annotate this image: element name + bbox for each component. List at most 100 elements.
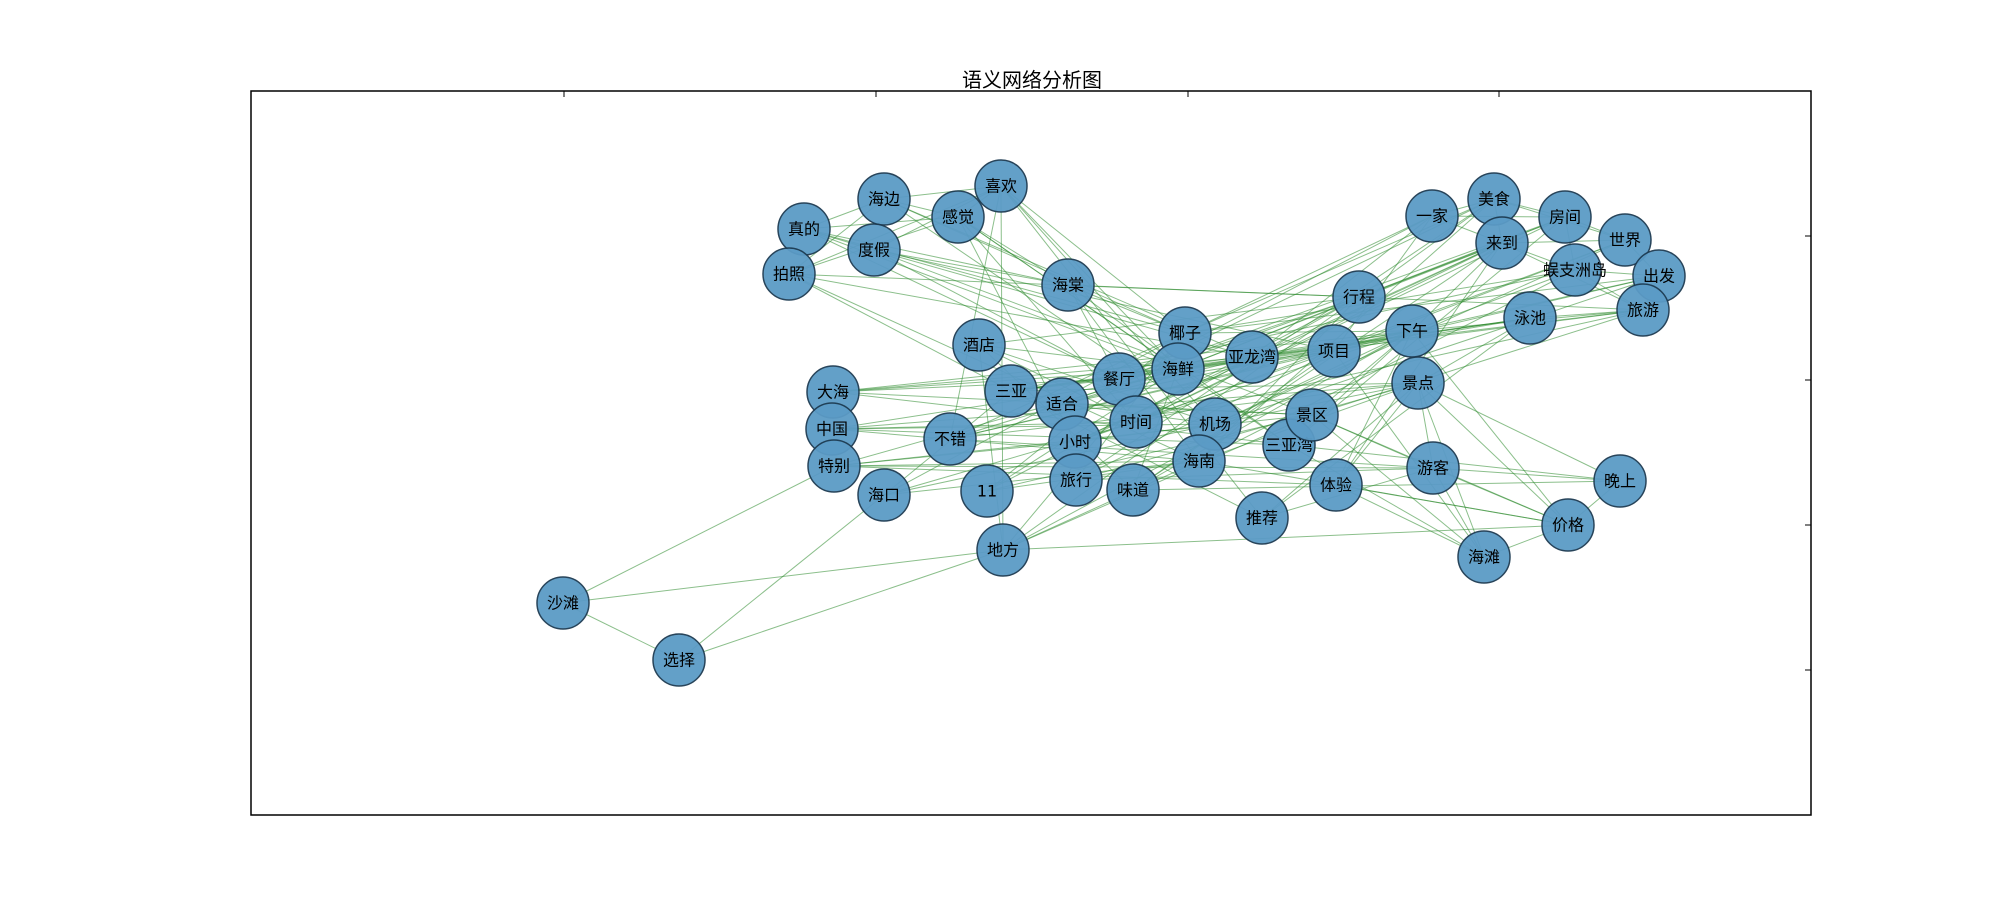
node-circle [1151,342,1205,396]
node-label: 度假 [858,241,890,260]
node-circle [974,159,1028,213]
node-label: 价格 [1552,516,1584,535]
edge-xingcheng-fangjian [1358,216,1566,298]
node-wuzhizhoudao: 蜈支洲岛 [1543,243,1607,297]
node-label: 海边 [868,190,900,209]
node-label: 地方 [987,541,1019,560]
node-label: 海棠 [1052,276,1084,295]
node-circle [1391,356,1445,410]
node-circle [536,576,590,630]
node-label: 推荐 [1246,509,1278,528]
node-label: 海鲜 [1162,360,1194,379]
node-xiawu: 下午 [1385,304,1439,358]
edge-n11-jingqu [986,414,1313,492]
node-label: 世界 [1609,231,1641,250]
node-circle [984,364,1038,418]
node-label: 美食 [1478,190,1510,209]
node-hainan: 海南 [1172,434,1226,488]
node-haikou: 海口 [857,468,911,522]
node-canting: 餐厅 [1092,352,1146,406]
edge-shatan-tebie [562,465,835,604]
edge-xuanze-difang [678,549,1004,661]
node-label: 椰子 [1169,324,1201,343]
node-label: 中国 [816,420,848,439]
node-label: 海口 [868,486,900,505]
node-label: 三亚 [995,382,1027,401]
node-yalongwan: 亚龙湾 [1225,330,1279,384]
node-xiaoshi: 小时 [1048,415,1102,469]
node-circle [1225,330,1279,384]
node-laidao: 来到 [1475,216,1529,270]
node-label: 游客 [1417,459,1449,478]
edge-xiawu-wuzhizhoudao [1411,269,1576,332]
node-paizhao: 拍照 [762,247,816,301]
node-label: 出发 [1643,267,1675,286]
node-zhende: 真的 [777,202,831,256]
node-circle [1235,491,1289,545]
node-circle [1503,291,1557,345]
node-haibian: 海边 [857,172,911,226]
node-circle [1109,395,1163,449]
node-circle [1538,190,1592,244]
node-dujia: 度假 [847,223,901,277]
node-circle [931,190,985,244]
node-circle [960,464,1014,518]
node-yijia: 一家 [1405,189,1459,243]
node-xihuan: 喜欢 [974,159,1028,213]
node-label: 机场 [1199,415,1231,434]
edge-difang-xingcheng [1002,296,1360,551]
node-circle [652,633,706,687]
node-circle [847,223,901,277]
node-shatan: 沙滩 [536,576,590,630]
edge-haixian-xiawu [1177,330,1413,370]
node-haitan: 海滩 [1457,530,1511,584]
node-jiage: 价格 [1541,498,1595,552]
node-label: 选择 [663,651,695,670]
node-difang: 地方 [976,523,1030,577]
edge-tebie-hainan [833,460,1200,467]
edge-xuanze-haikou [678,494,885,661]
node-label: 来到 [1486,234,1518,253]
node-circle [857,172,911,226]
node-circle [1041,258,1095,312]
edge-weidao-wanshang [1132,480,1621,491]
node-circle [1457,530,1511,584]
node-shijie: 世界 [1598,213,1652,267]
node-label: 沙滩 [547,594,579,613]
node-circle [1172,434,1226,488]
node-haitang: 海棠 [1041,258,1095,312]
node-tuijian: 推荐 [1235,491,1289,545]
node-circle [762,247,816,301]
edge-paizhao-sanya [788,273,1012,392]
edge-dujia-haitang [873,249,1069,286]
node-label: 蜈支洲岛 [1543,261,1607,280]
node-label: 小时 [1059,433,1091,452]
node-circle [1541,498,1595,552]
edge-yezi-xiawu [1184,330,1413,334]
edge-dujia-canting [873,249,1120,380]
node-jiudian: 酒店 [952,318,1006,372]
node-fangjian: 房间 [1538,190,1592,244]
node-yongchi: 泳池 [1503,291,1557,345]
edge-xihuan-bucuo [949,185,1002,440]
edge-jichang-chufa [1214,275,1660,425]
node-label: 行程 [1343,288,1375,307]
node-meishi: 美食 [1467,172,1521,226]
edge-tuijian-yongchi [1261,317,1531,519]
edge-jichang-xiawu [1214,330,1413,425]
axis-ticks [563,91,1811,671]
node-circle [1106,463,1160,517]
edge-jingdian-jiage [1417,382,1569,526]
edge-xingcheng-meishi [1358,198,1495,298]
node-label: 大海 [817,383,849,402]
figure-title: 语义网络分析图 [962,68,1102,92]
node-circle [1616,283,1670,337]
node-label: 项目 [1318,342,1350,361]
node-circle [1049,453,1103,507]
edge-xingcheng-lvyou [1358,296,1644,311]
node-circle [1405,189,1459,243]
node-circle [1475,216,1529,270]
edge-tiyan-xiawu [1335,330,1413,486]
